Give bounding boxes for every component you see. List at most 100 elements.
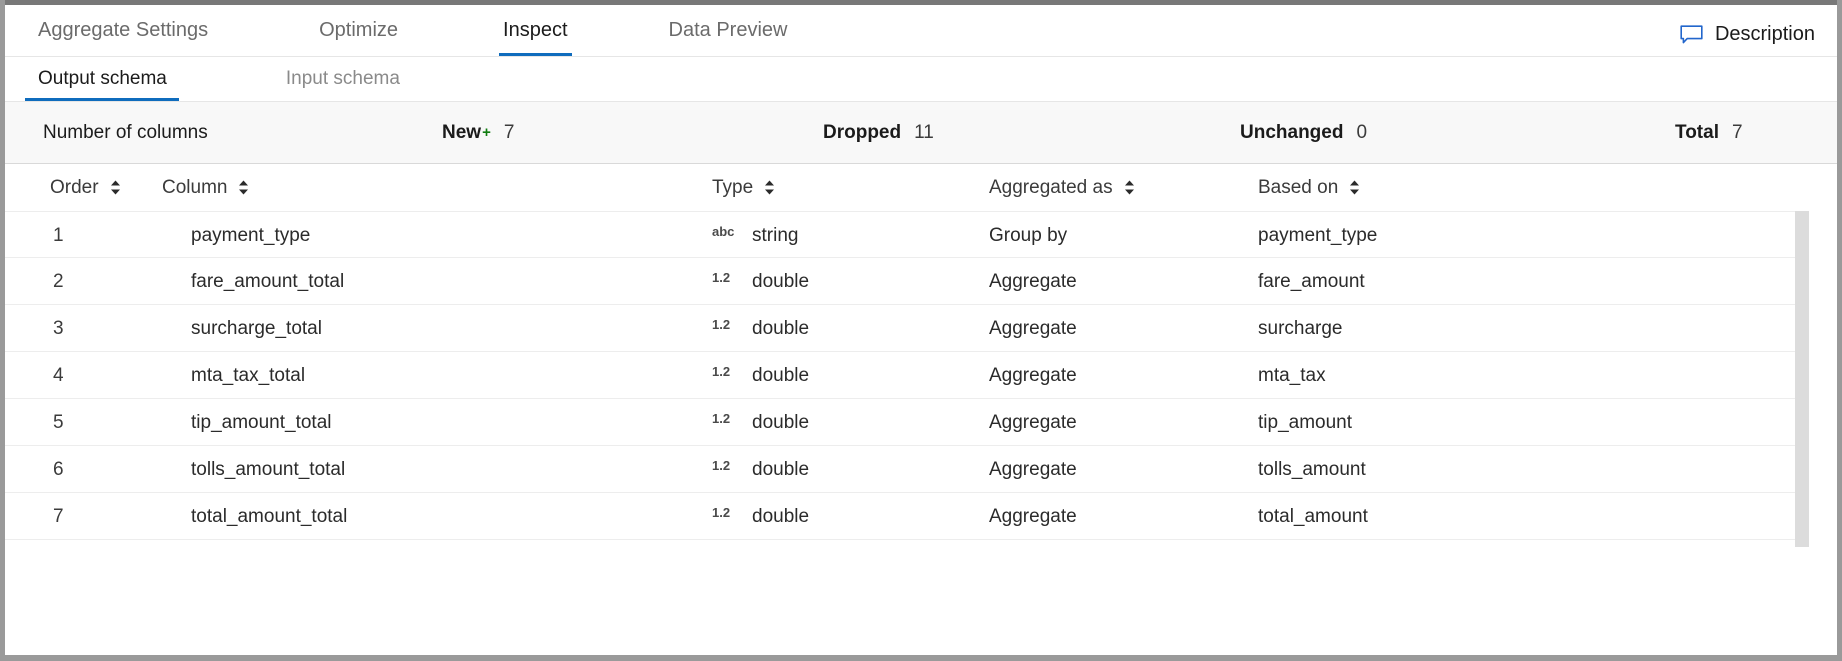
tab-aggregate-settings[interactable]: Aggregate Settings <box>38 19 208 56</box>
cell-type-label: double <box>752 458 810 480</box>
table-row[interactable]: 6 tolls_amount_total 1.2 double Aggregate tol… <box>5 446 1795 493</box>
data-type-icon: 1.2 <box>712 317 731 332</box>
cell-type: 1.2 double <box>712 305 809 352</box>
table-row[interactable]: 2 fare_amount_total 1.2 double Aggregate fare… <box>5 258 1795 305</box>
description-button[interactable]: Description <box>1680 23 1815 46</box>
cell-type-label: double <box>752 364 810 386</box>
summary-total-label: Total <box>1675 122 1719 143</box>
sort-icon[interactable] <box>110 180 121 195</box>
tab-label: Inspect <box>503 19 568 41</box>
column-header-label: Aggregated as <box>989 176 1113 198</box>
cell-based-on: mta_tax <box>1258 364 1326 386</box>
cell-type-label: double <box>752 270 810 292</box>
cell-column: fare_amount_total <box>191 270 345 292</box>
table-scrollbar-track[interactable] <box>1795 211 1809 547</box>
summary-dropped: Dropped 11 <box>823 102 934 164</box>
cell-aggregated-as: Aggregate <box>989 317 1077 339</box>
sort-icon[interactable] <box>238 180 249 195</box>
column-header-column[interactable]: Column <box>162 164 249 211</box>
cell-type-label: string <box>752 224 799 246</box>
summary-dropped-label: Dropped <box>823 122 902 143</box>
cell-column: surcharge_total <box>191 317 322 339</box>
window-border-right <box>1837 0 1842 661</box>
sort-icon[interactable] <box>1124 180 1135 195</box>
cell-type: 1.2 double <box>712 446 809 493</box>
cell-column: mta_tax_total <box>191 364 306 386</box>
tab-data-preview[interactable]: Data Preview <box>669 19 788 56</box>
summary-total-value: 7 <box>1731 122 1743 143</box>
window-border-top <box>0 0 1842 5</box>
description-label: Description <box>1714 23 1815 45</box>
subtab-input-schema[interactable]: Input schema <box>286 68 400 101</box>
column-header-label: Order <box>50 176 99 198</box>
summary-new: New + 7 <box>442 122 515 143</box>
cell-aggregated-as: Aggregate <box>989 505 1077 527</box>
cell-order: 4 <box>53 364 64 386</box>
column-header-order[interactable]: Order <box>50 164 121 211</box>
cell-based-on: tolls_amount <box>1258 458 1366 480</box>
data-type-icon: 1.2 <box>712 270 731 285</box>
summary-new-value: 7 <box>503 122 515 143</box>
panel-content: Aggregate Settings Optimize Inspect Data… <box>5 5 1837 655</box>
cell-column: tolls_amount_total <box>191 458 346 480</box>
cell-type: 1.2 double <box>712 352 809 399</box>
summary-unchanged: Unchanged 0 <box>1240 102 1367 164</box>
column-header-type[interactable]: Type <box>712 164 775 211</box>
column-header-label: Type <box>712 176 754 198</box>
cell-column: payment_type <box>191 224 311 246</box>
table-row[interactable]: 3 surcharge_total 1.2 double Aggregate surcha… <box>5 305 1795 352</box>
table-body: 1 payment_type abc string Group by payment_ty… <box>5 211 1837 540</box>
schema-table: Order Column <box>5 164 1837 655</box>
summary-unchanged-label: Unchanged <box>1240 122 1344 143</box>
tab-label: Data Preview <box>668 19 788 41</box>
column-summary-bar: Number of columns New + 7 Dropped 11 Unch… <box>5 102 1837 164</box>
cell-aggregated-as: Aggregate <box>989 458 1077 480</box>
tab-inspect[interactable]: Inspect <box>499 19 573 56</box>
cell-column: tip_amount_total <box>191 411 332 433</box>
cell-aggregated-as: Group by <box>989 224 1068 246</box>
cell-type-label: double <box>752 411 810 433</box>
cell-order: 2 <box>53 270 64 292</box>
column-header-label: Based on <box>1258 176 1339 198</box>
data-type-icon: 1.2 <box>712 458 731 473</box>
cell-based-on: tip_amount <box>1258 411 1353 433</box>
cell-type: 1.2 double <box>712 493 809 540</box>
cell-type: 1.2 double <box>712 258 809 305</box>
table-scrollbar-thumb[interactable] <box>1795 211 1809 547</box>
cell-column: total_amount_total <box>191 505 348 527</box>
data-type-icon: 1.2 <box>712 364 731 379</box>
summary-label: Number of columns <box>43 122 208 143</box>
summary-dropped-value: 11 <box>914 122 934 143</box>
cell-based-on: total_amount <box>1258 505 1368 527</box>
cell-order: 7 <box>53 505 64 527</box>
table-row[interactable]: 1 payment_type abc string Group by payment_ty… <box>5 211 1795 258</box>
cell-based-on: payment_type <box>1258 224 1378 246</box>
cell-aggregated-as: Aggregate <box>989 364 1077 386</box>
cell-based-on: surcharge <box>1258 317 1343 339</box>
column-header-based-on[interactable]: Based on <box>1258 164 1360 211</box>
table-header-row: Order Column <box>5 164 1837 211</box>
column-header-label: Column <box>162 176 228 198</box>
column-header-aggregated-as[interactable]: Aggregated as <box>989 164 1135 211</box>
summary-unchanged-value: 0 <box>1356 122 1368 143</box>
cell-type: 1.2 double <box>712 399 809 446</box>
table-row[interactable]: 7 total_amount_total 1.2 double Aggregate tot… <box>5 493 1795 540</box>
sort-icon[interactable] <box>1349 180 1360 195</box>
cell-aggregated-as: Aggregate <box>989 270 1077 292</box>
cell-order: 1 <box>53 224 64 246</box>
window-border-left <box>0 0 5 661</box>
tab-optimize[interactable]: Optimize <box>319 19 398 56</box>
tab-label: Aggregate Settings <box>38 19 209 41</box>
cell-aggregated-as: Aggregate <box>989 411 1077 433</box>
table-row[interactable]: 5 tip_amount_total 1.2 double Aggregate tip_a… <box>5 399 1795 446</box>
sort-icon[interactable] <box>764 180 775 195</box>
cell-based-on: fare_amount <box>1258 270 1365 292</box>
table-row[interactable]: 4 mta_tax_total 1.2 double Aggregate mta_tax <box>5 352 1795 399</box>
schema-subtabbar: Output schema Input schema <box>5 57 1837 102</box>
data-type-icon: 1.2 <box>712 411 731 426</box>
subtab-output-schema[interactable]: Output schema <box>25 68 179 101</box>
cell-type: abc string <box>712 212 798 259</box>
cell-type-label: double <box>752 317 810 339</box>
cell-order: 5 <box>53 411 64 433</box>
